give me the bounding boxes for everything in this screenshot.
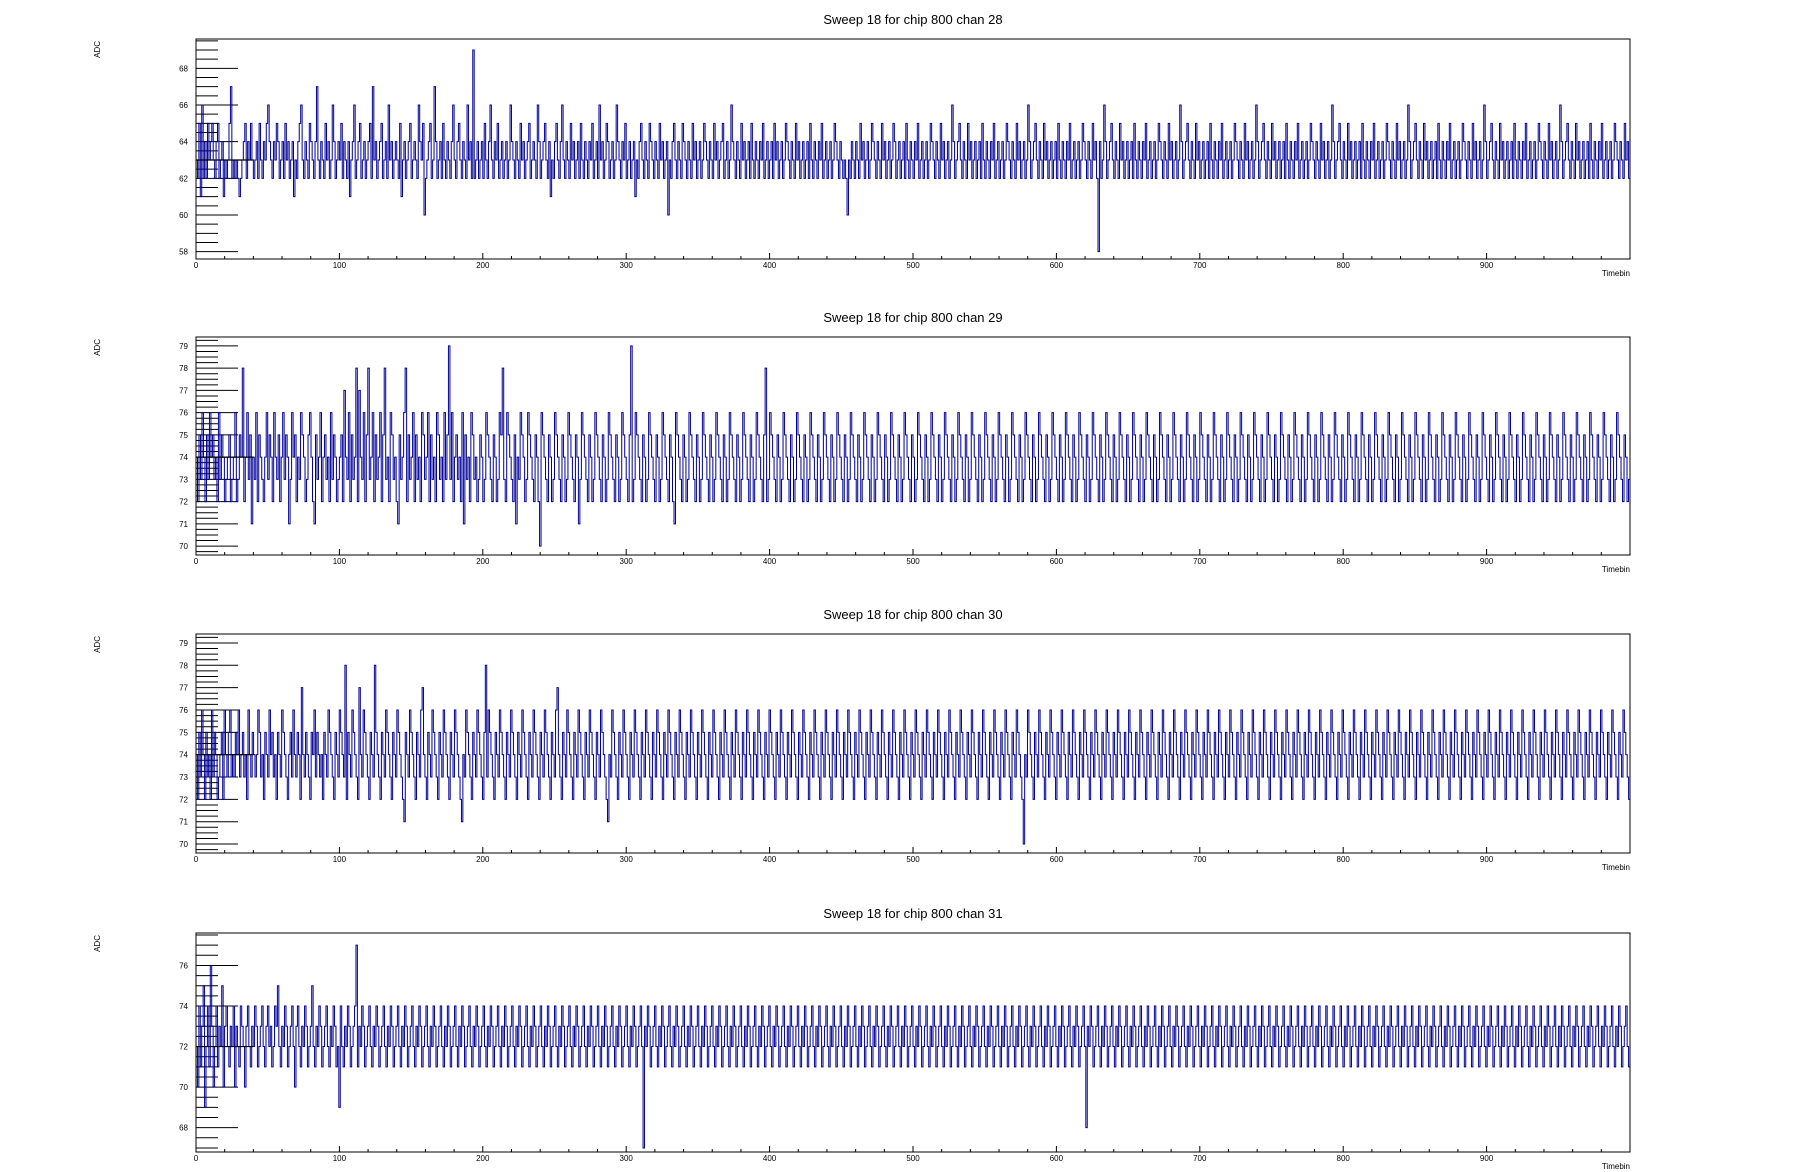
x-tick-label: 300: [620, 855, 634, 864]
x-axis-label: Timebin: [1602, 1162, 1630, 1171]
y-tick-label: 77: [179, 386, 188, 395]
y-tick-label: 73: [179, 475, 188, 484]
x-tick-label: 500: [906, 557, 920, 566]
y-tick-label: 79: [179, 639, 188, 648]
y-axis-label: ADC: [93, 636, 102, 653]
y-tick-label: 72: [179, 1043, 188, 1052]
y-axis-label: ADC: [93, 935, 102, 952]
y-tick-label: 74: [179, 1002, 188, 1011]
y-axis-label: ADC: [93, 41, 102, 58]
y-tick-label: 79: [179, 342, 188, 351]
chart-panel-3: Sweep 18 for chip 800 chan 31 ADC Timebin 6…: [93, 906, 1631, 1171]
y-tick-label: 68: [179, 1124, 188, 1133]
adc-series-line: [196, 664, 1630, 845]
chart-panel-2: Sweep 18 for chip 800 chan 30 ADC Timebin 7…: [93, 607, 1631, 872]
y-tick-label: 72: [179, 795, 188, 804]
x-tick-label: 100: [333, 261, 347, 270]
x-tick-label: 400: [763, 855, 777, 864]
chart-title: Sweep 18 for chip 800 chan 28: [823, 12, 1002, 27]
x-tick-label: 500: [906, 855, 920, 864]
chart-panel-1: Sweep 18 for chip 800 chan 29 ADC Timebin 7…: [93, 310, 1631, 574]
x-tick-label: 200: [476, 1154, 490, 1163]
x-tick-label: 300: [620, 557, 634, 566]
y-tick-label: 75: [179, 431, 188, 440]
y-tick-label: 64: [179, 138, 188, 147]
x-tick-label: 500: [906, 261, 920, 270]
chart-title: Sweep 18 for chip 800 chan 31: [823, 906, 1002, 921]
x-tick-label: 0: [194, 1154, 199, 1163]
y-tick-label: 68: [179, 64, 188, 73]
chart-title: Sweep 18 for chip 800 chan 29: [823, 310, 1002, 325]
x-tick-label: 200: [476, 557, 490, 566]
x-tick-label: 600: [1050, 855, 1064, 864]
x-tick-label: 300: [620, 1154, 634, 1163]
y-tick-label: 78: [179, 661, 188, 670]
x-tick-label: 900: [1480, 261, 1494, 270]
x-tick-label: 800: [1337, 855, 1351, 864]
x-tick-label: 500: [906, 1154, 920, 1163]
y-tick-label: 76: [179, 706, 188, 715]
x-tick-label: 600: [1050, 1154, 1064, 1163]
x-tick-label: 800: [1337, 1154, 1351, 1163]
x-tick-label: 300: [620, 261, 634, 270]
chart-panel-0: Sweep 18 for chip 800 chan 28 ADC Timebin 5…: [93, 12, 1631, 278]
x-tick-label: 400: [763, 1154, 777, 1163]
x-tick-label: 600: [1050, 557, 1064, 566]
y-tick-label: 74: [179, 751, 188, 760]
x-tick-label: 800: [1337, 261, 1351, 270]
x-tick-label: 0: [194, 557, 199, 566]
y-tick-label: 75: [179, 728, 188, 737]
x-tick-label: 900: [1480, 1154, 1494, 1163]
x-tick-label: 200: [476, 261, 490, 270]
x-tick-label: 400: [763, 557, 777, 566]
y-tick-label: 76: [179, 961, 188, 970]
x-axis-label: Timebin: [1602, 863, 1630, 872]
x-tick-label: 800: [1337, 557, 1351, 566]
chart-title: Sweep 18 for chip 800 chan 30: [823, 607, 1002, 622]
adc-series-line: [196, 49, 1630, 253]
y-tick-label: 71: [179, 818, 188, 827]
y-tick-label: 70: [179, 840, 188, 849]
x-tick-label: 700: [1193, 261, 1207, 270]
y-tick-label: 58: [179, 248, 188, 257]
y-tick-label: 70: [179, 542, 188, 551]
x-tick-label: 700: [1193, 1154, 1207, 1163]
plot-frame: [195, 633, 1631, 854]
x-tick-label: 700: [1193, 855, 1207, 864]
x-axis-label: Timebin: [1602, 565, 1630, 574]
y-tick-label: 78: [179, 364, 188, 373]
x-tick-label: 900: [1480, 855, 1494, 864]
y-tick-label: 74: [179, 453, 188, 462]
y-axis-label: ADC: [93, 339, 102, 356]
x-tick-label: 0: [194, 261, 199, 270]
y-tick-label: 62: [179, 174, 188, 183]
x-tick-label: 600: [1050, 261, 1064, 270]
adc-series-line: [196, 345, 1630, 547]
y-tick-label: 76: [179, 409, 188, 418]
y-tick-label: 66: [179, 101, 188, 110]
y-tick-label: 73: [179, 773, 188, 782]
x-tick-label: 100: [333, 855, 347, 864]
x-axis-label: Timebin: [1602, 269, 1630, 278]
x-tick-label: 100: [333, 557, 347, 566]
x-tick-label: 0: [194, 855, 199, 864]
y-tick-label: 60: [179, 211, 188, 220]
y-tick-label: 77: [179, 684, 188, 693]
x-tick-label: 200: [476, 855, 490, 864]
x-tick-label: 400: [763, 261, 777, 270]
x-tick-label: 900: [1480, 557, 1494, 566]
y-tick-label: 71: [179, 520, 188, 529]
y-tick-label: 70: [179, 1083, 188, 1092]
adc-series-line: [196, 944, 1630, 1149]
x-tick-label: 700: [1193, 557, 1207, 566]
x-tick-label: 100: [333, 1154, 347, 1163]
y-tick-label: 72: [179, 498, 188, 507]
